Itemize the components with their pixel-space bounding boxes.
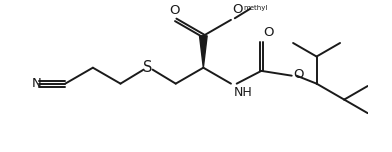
Text: methyl: methyl bbox=[244, 5, 268, 11]
Text: O: O bbox=[294, 68, 304, 81]
Polygon shape bbox=[200, 36, 207, 68]
Text: S: S bbox=[143, 60, 153, 75]
Text: O: O bbox=[263, 26, 274, 39]
Text: NH: NH bbox=[234, 86, 252, 99]
Text: O: O bbox=[232, 3, 243, 16]
Text: N: N bbox=[31, 77, 41, 90]
Text: O: O bbox=[169, 4, 180, 17]
